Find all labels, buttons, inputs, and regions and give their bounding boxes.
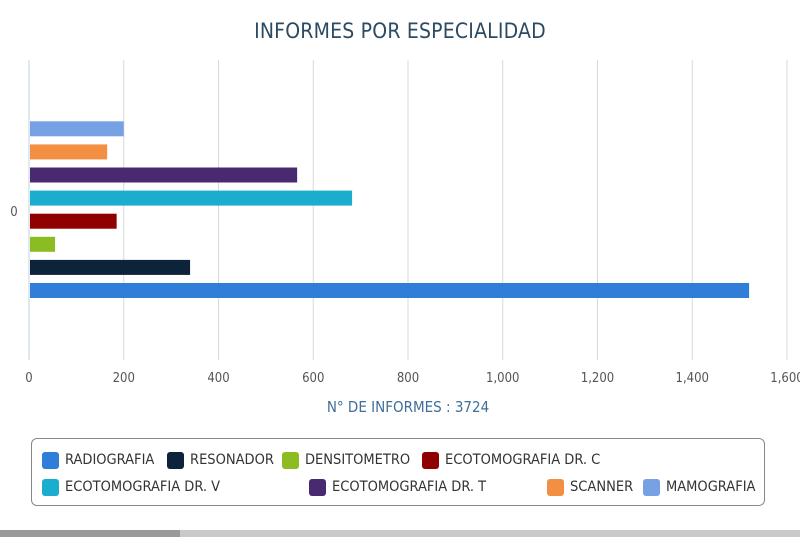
bar-ecotomografia-dr-c[interactable] xyxy=(30,213,117,229)
legend-swatch xyxy=(422,451,439,469)
x-tick-label: 1,400 xyxy=(676,371,709,386)
legend-swatch xyxy=(42,478,59,496)
x-axis-label: N° DE INFORMES : 3724 xyxy=(327,398,489,416)
grid-lines xyxy=(28,60,788,360)
bar-mamografia[interactable] xyxy=(30,121,124,137)
horizontal-scrollbar[interactable] xyxy=(0,530,800,537)
legend-swatch xyxy=(282,451,299,469)
legend-label: RADIOGRAFIA xyxy=(65,452,155,468)
legend-swatch xyxy=(42,451,59,469)
bars xyxy=(30,121,750,298)
legend-item[interactable]: SCANNER xyxy=(547,477,633,497)
x-tick-label: 1,600 xyxy=(770,371,800,386)
bar-scanner[interactable] xyxy=(30,144,108,160)
legend-label: MAMOGRAFIA xyxy=(666,479,756,495)
legend: RADIOGRAFIA RESONADOR DENSITOMETRO ECOTOMOG… xyxy=(31,438,765,506)
x-tick-label: 1,000 xyxy=(486,371,519,386)
legend-swatch xyxy=(167,451,184,469)
legend-label: ECOTOMOGRAFIA DR. T xyxy=(332,479,487,495)
legend-swatch xyxy=(643,478,660,496)
bar-radiografia[interactable] xyxy=(30,283,750,298)
bar-resonador[interactable] xyxy=(30,259,191,275)
chart-title: INFORMES POR ESPECIALIDAD xyxy=(254,19,546,43)
legend-label: RESONADOR xyxy=(190,452,274,468)
legend-item[interactable]: RESONADOR xyxy=(167,450,274,470)
x-tick-label: 800 xyxy=(397,371,419,386)
bar-chart: INFORMES POR ESPECIALIDAD 0 200 400 600 800 1… xyxy=(10,19,800,416)
legend-item[interactable]: DENSITOMETRO xyxy=(282,450,410,470)
bar-ecotomografia-dr-t[interactable] xyxy=(30,167,298,183)
legend-swatch xyxy=(547,478,564,496)
x-tick-label: 600 xyxy=(302,371,324,386)
x-tick-labels: 0 200 400 600 800 1,000 1,200 1,400 1,600 xyxy=(25,371,800,386)
legend-label: SCANNER xyxy=(570,479,634,495)
x-tick-label: 0 xyxy=(25,371,32,386)
bar-ecotomografia-dr-v[interactable] xyxy=(30,190,353,206)
x-tick-label: 200 xyxy=(113,371,135,386)
y-tick-label: 0 xyxy=(10,205,17,220)
legend-item[interactable]: MAMOGRAFIA xyxy=(643,477,755,497)
legend-label: ECOTOMOGRAFIA DR. C xyxy=(445,452,601,468)
legend-item[interactable]: RADIOGRAFIA xyxy=(42,450,154,470)
legend-item[interactable]: ECOTOMOGRAFIA DR. T xyxy=(309,477,486,497)
scrollbar-thumb[interactable] xyxy=(0,530,180,537)
legend-swatch xyxy=(309,478,326,496)
legend-label: DENSITOMETRO xyxy=(305,452,411,468)
legend-item[interactable]: ECOTOMOGRAFIA DR. V xyxy=(42,477,220,497)
legend-label: ECOTOMOGRAFIA DR. V xyxy=(65,479,221,495)
x-tick-label: 1,200 xyxy=(581,371,614,386)
x-tick-label: 400 xyxy=(207,371,229,386)
bar-densitometro[interactable] xyxy=(30,236,56,252)
legend-item[interactable]: ECOTOMOGRAFIA DR. C xyxy=(422,450,600,470)
